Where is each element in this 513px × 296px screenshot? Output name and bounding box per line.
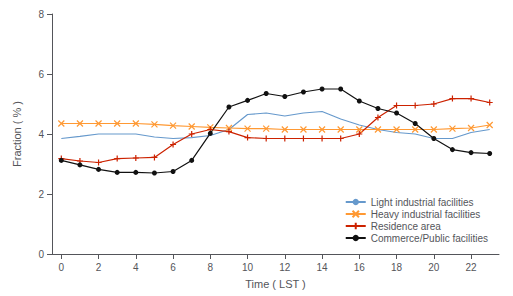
svg-text:0: 0 <box>59 262 65 273</box>
svg-text:0: 0 <box>38 249 44 260</box>
svg-text:6: 6 <box>170 262 176 273</box>
svg-text:4: 4 <box>133 262 139 273</box>
svg-text:16: 16 <box>354 262 366 273</box>
svg-text:Fraction ( % ): Fraction ( % ) <box>11 101 23 167</box>
svg-text:Heavy industrial facilities: Heavy industrial facilities <box>371 209 481 220</box>
svg-text:8: 8 <box>208 262 214 273</box>
svg-text:8: 8 <box>38 9 44 20</box>
svg-text:20: 20 <box>428 262 440 273</box>
svg-text:Commerce/Public facilities: Commerce/Public facilities <box>371 233 488 244</box>
svg-text:2: 2 <box>38 189 44 200</box>
svg-text:Light industrial facilities: Light industrial facilities <box>371 197 474 208</box>
svg-text:4: 4 <box>38 129 44 140</box>
svg-text:10: 10 <box>242 262 254 273</box>
svg-text:14: 14 <box>317 262 329 273</box>
svg-text:6: 6 <box>38 69 44 80</box>
svg-text:2: 2 <box>96 262 102 273</box>
svg-text:Time ( LST ): Time ( LST ) <box>245 278 306 290</box>
svg-text:Residence area: Residence area <box>371 221 441 232</box>
svg-text:12: 12 <box>279 262 291 273</box>
svg-text:22: 22 <box>466 262 478 273</box>
svg-text:18: 18 <box>391 262 403 273</box>
